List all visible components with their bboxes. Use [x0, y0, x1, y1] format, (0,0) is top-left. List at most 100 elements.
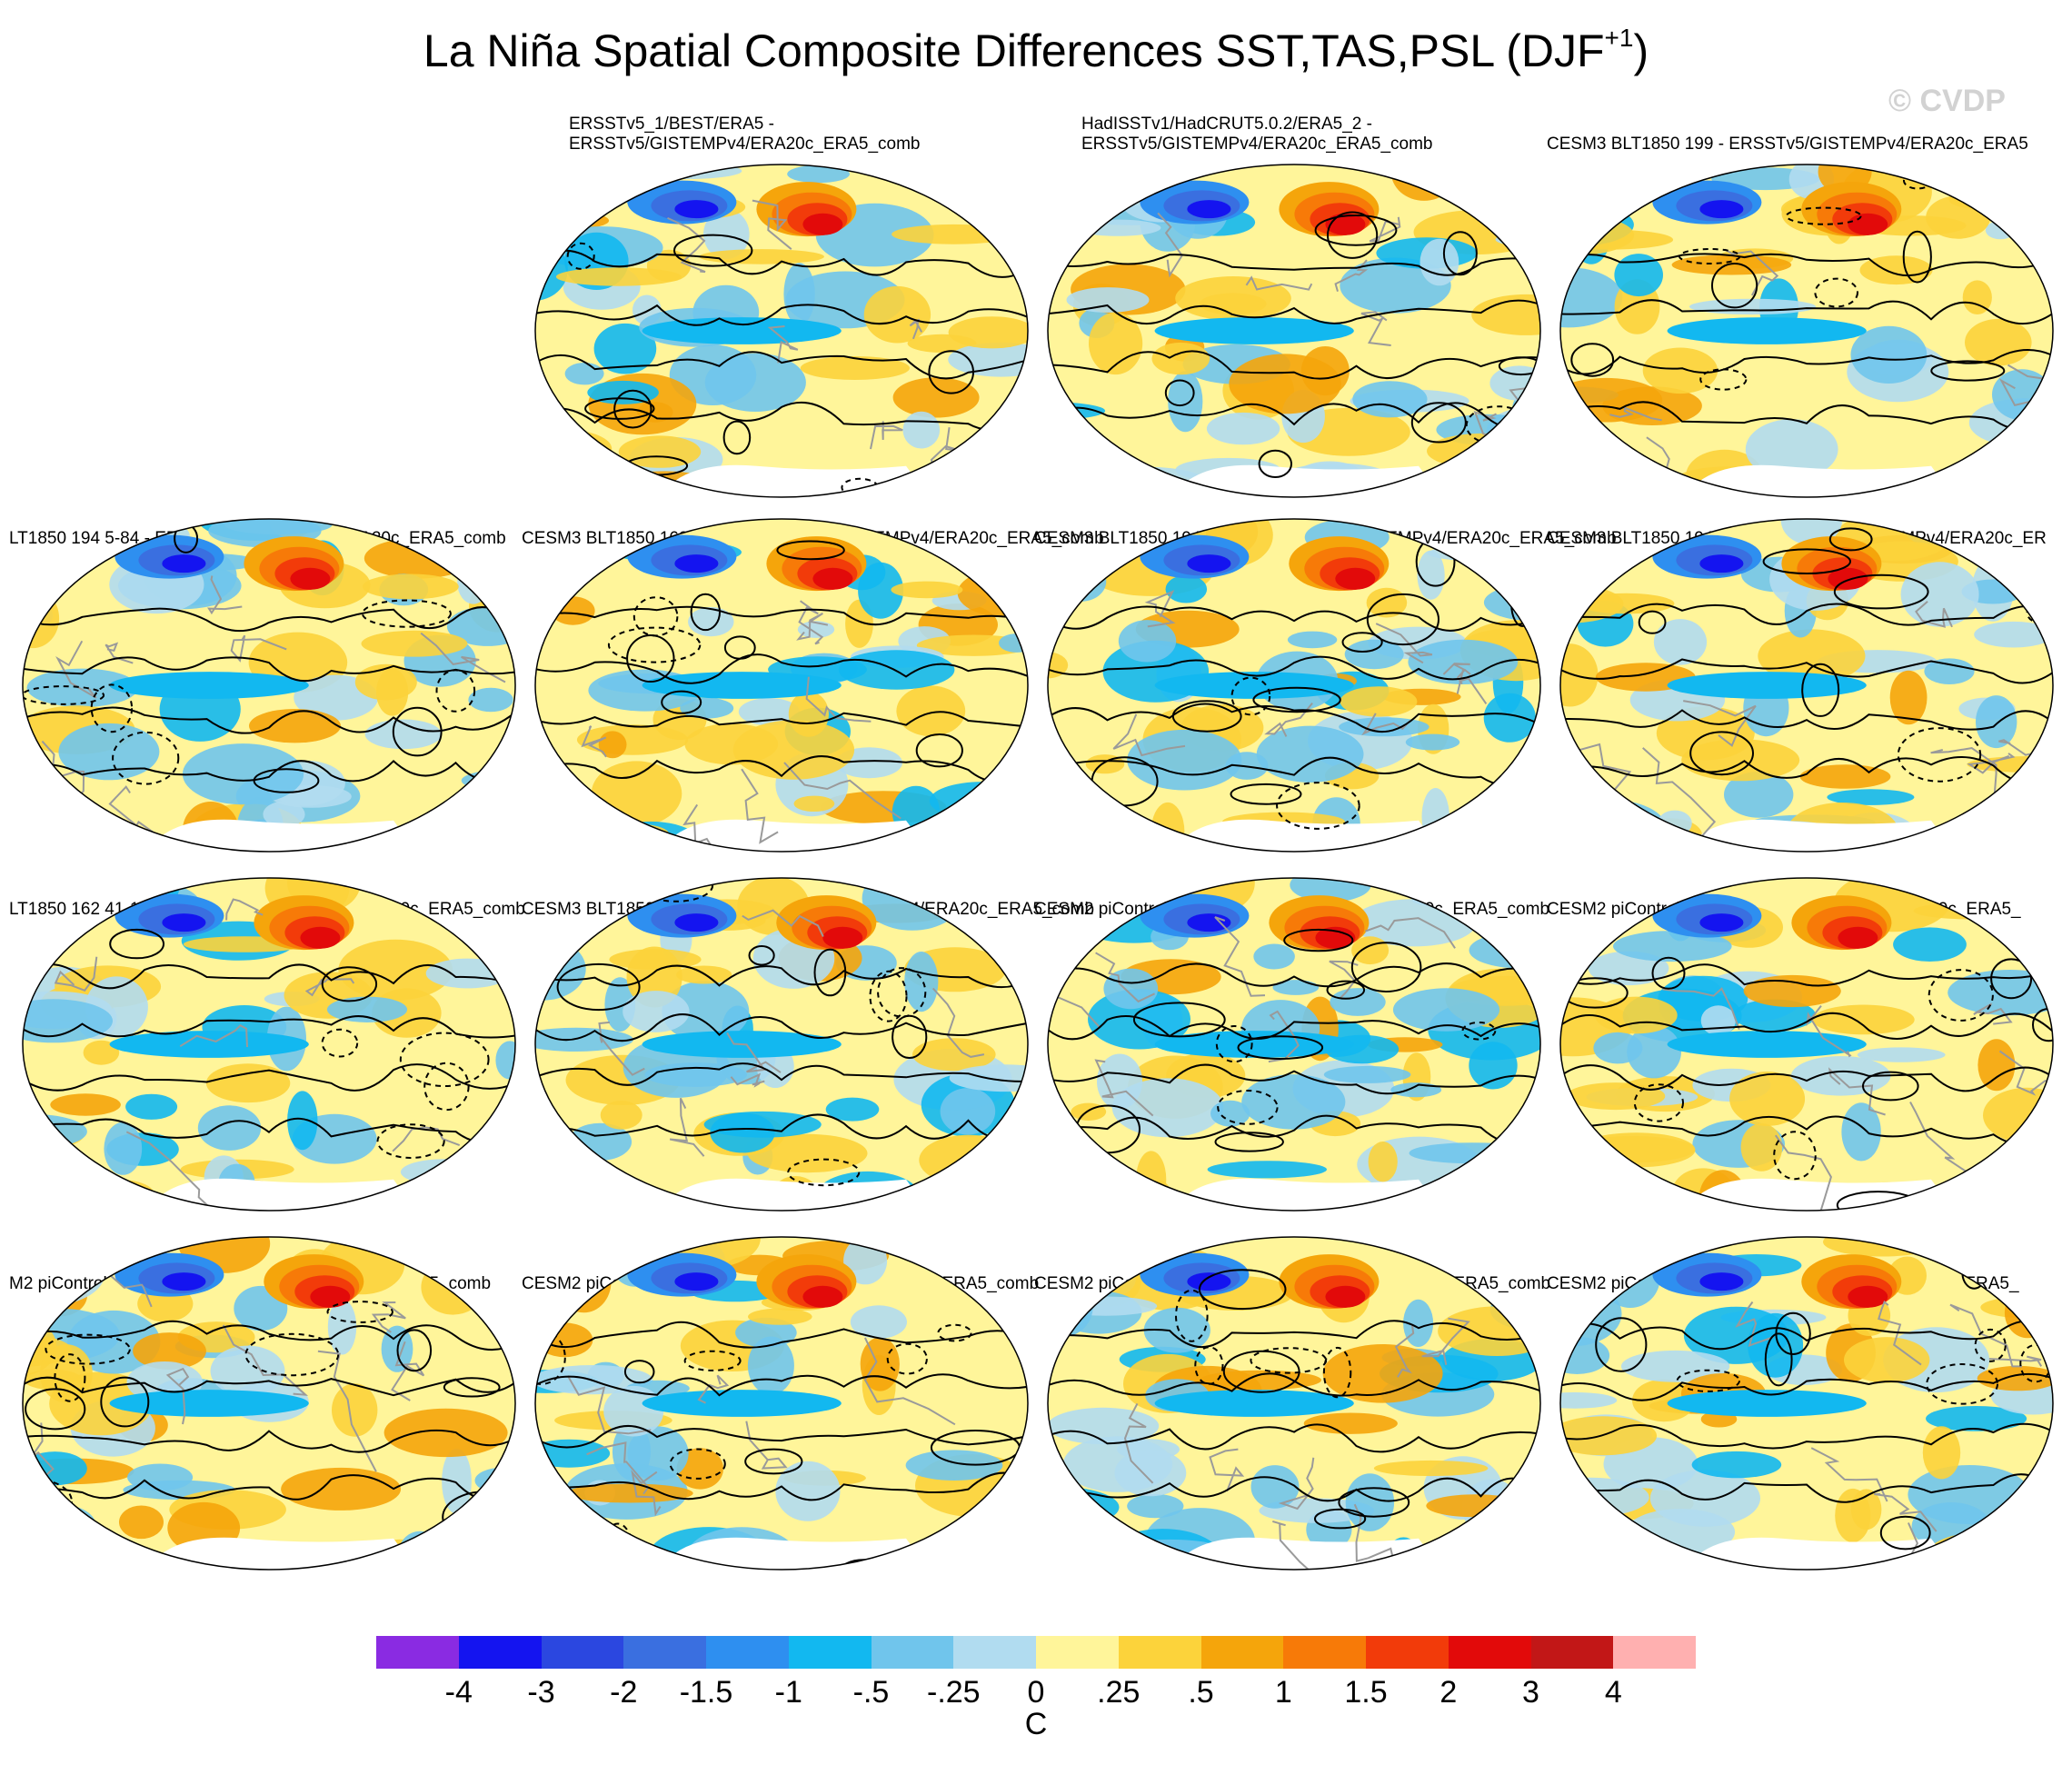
anomaly-region	[680, 697, 734, 719]
cold-anomaly-region	[162, 1272, 206, 1291]
psl-contour	[1442, 231, 1478, 276]
anomaly-region	[1368, 1142, 1398, 1182]
anomaly-region	[732, 720, 855, 780]
anomaly-region	[263, 801, 305, 828]
anomaly-region	[902, 411, 941, 449]
psl-contour-line	[1560, 299, 2053, 325]
anomaly-region	[863, 285, 931, 344]
colorbar-swatch	[788, 1636, 872, 1669]
psl-contour	[497, 566, 515, 614]
psl-contour-line	[535, 304, 1028, 326]
anomaly-region	[1469, 1237, 1532, 1269]
coastline	[742, 909, 824, 937]
anomaly-region	[1168, 371, 1203, 433]
psl-contour	[1322, 1346, 1352, 1399]
anomaly-region	[1745, 419, 1838, 480]
psl-contour-line	[23, 1376, 515, 1397]
colorbar-tick-label: 0	[1027, 1675, 1045, 1710]
anomaly-region	[1500, 557, 1539, 600]
anomaly-region	[535, 1481, 554, 1498]
anomaly-region	[542, 212, 610, 229]
anomaly-region	[1620, 1350, 1730, 1382]
anomaly-region	[896, 685, 966, 737]
coastline	[165, 1367, 190, 1425]
psl-contour	[1327, 211, 1379, 259]
cold-tongue-region	[642, 317, 842, 344]
psl-contour	[1252, 686, 1341, 713]
psl-contour	[1314, 214, 1398, 246]
antarctica-land	[1682, 819, 1957, 852]
anomaly-region	[127, 1463, 194, 1491]
warm-anomaly-region	[812, 567, 853, 590]
map-svg	[22, 1236, 516, 1571]
anomaly-region	[892, 377, 980, 418]
anomaly-region	[1373, 1460, 1489, 1477]
psl-contour	[776, 540, 845, 561]
anomaly-region	[1985, 221, 2016, 240]
psl-contour	[1230, 676, 1271, 716]
psl-contour-line	[1560, 963, 2053, 987]
antarctica-land	[657, 464, 931, 497]
coastline	[225, 898, 264, 921]
anomaly-region	[962, 1154, 1028, 1189]
psl-contour	[23, 919, 68, 955]
psl-contour	[1132, 1002, 1226, 1038]
anomaly-region	[958, 455, 993, 491]
anomaly-region	[1560, 1246, 1631, 1283]
anomaly-region	[825, 1097, 880, 1122]
psl-contour	[2026, 601, 2053, 624]
anomaly-region	[1390, 1082, 1442, 1098]
anomaly-region	[495, 1041, 515, 1080]
anomaly-region	[1900, 562, 1979, 627]
map-svg	[22, 877, 516, 1212]
psl-contour-line	[1048, 1063, 1540, 1095]
robinson-map-panel	[1045, 516, 1543, 854]
anomaly-region	[197, 1105, 262, 1151]
psl-contour	[1699, 368, 1748, 391]
coastline	[179, 1023, 248, 1048]
coastline	[697, 1374, 730, 1404]
psl-contour-line	[1048, 1476, 1540, 1502]
anomaly-region	[119, 1505, 164, 1540]
anomaly-region	[964, 1152, 1028, 1185]
psl-contour	[25, 1388, 86, 1431]
psl-contour	[558, 878, 623, 906]
cold-tongue-region	[1154, 1390, 1354, 1417]
psl-contour	[1958, 1237, 2007, 1261]
colorbar-tick-label: 1.5	[1344, 1675, 1388, 1710]
warm-anomaly-region	[1315, 926, 1356, 949]
psl-contour-line	[1048, 402, 1540, 431]
cold-tongue-region	[1154, 672, 1354, 699]
map-svg	[534, 877, 1029, 1212]
anomaly-region	[972, 904, 1022, 926]
anomaly-region	[400, 1159, 490, 1185]
coastline	[767, 325, 799, 364]
psl-contour	[1461, 1022, 1497, 1041]
anomaly-region	[637, 402, 673, 423]
psl-contour-line	[1560, 1064, 2053, 1092]
anomaly-region	[919, 1134, 1019, 1186]
psl-contour	[1676, 1369, 1741, 1392]
anomaly-region	[1974, 621, 2053, 648]
warm-anomaly-region	[802, 1285, 843, 1308]
anomaly-region	[600, 1101, 643, 1130]
map-border	[1559, 877, 2054, 1212]
warm-anomaly-region	[310, 1285, 351, 1308]
map-border	[534, 877, 1029, 1212]
cold-tongue-region	[1154, 1031, 1354, 1058]
robinson-map-panel	[1045, 875, 1543, 1213]
psl-contour	[722, 420, 752, 455]
anomaly-region	[1812, 1004, 1915, 1035]
anomaly-region	[425, 958, 511, 989]
anomaly-region	[384, 1408, 508, 1458]
psl-contour	[1164, 379, 1195, 407]
psl-contour	[1230, 783, 1302, 805]
cold-tongue-region	[642, 672, 842, 699]
anomaly-region	[565, 1483, 693, 1503]
psl-contour-line	[23, 1320, 515, 1351]
anomaly-region	[2006, 1253, 2053, 1287]
psl-contour-line	[1560, 756, 2053, 784]
anomaly-region	[1593, 1032, 1643, 1064]
anomaly-region	[433, 1531, 513, 1563]
coastline	[1361, 713, 1411, 736]
